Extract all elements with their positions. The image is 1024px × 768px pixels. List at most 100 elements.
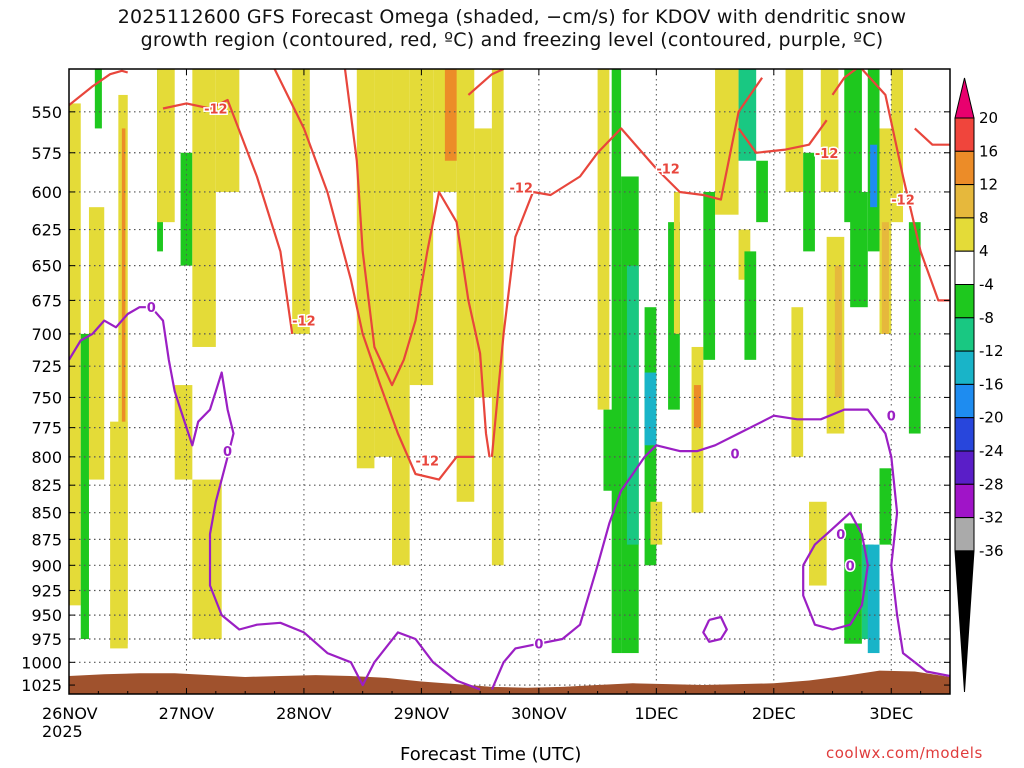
- grid-layer: [69, 69, 950, 694]
- omega-cell: [650, 501, 663, 545]
- x-tick-label: 30NOV: [511, 704, 567, 723]
- y-tick-label: 975: [31, 630, 62, 649]
- omega-cell: [673, 191, 680, 334]
- y-tick-label: 1000: [21, 653, 62, 672]
- omega-cell: [69, 103, 81, 606]
- colorbar-tick-label: 20: [979, 109, 998, 127]
- contour-label: -12: [292, 315, 316, 330]
- dgz-contour-line: [467, 69, 505, 96]
- dgz-contour-line: [737, 119, 828, 154]
- x-tick-label: 1DEC: [634, 704, 678, 723]
- x-tick-label: 28NOV: [276, 704, 332, 723]
- colorbar-tick-label: -36: [979, 542, 1004, 560]
- credit-link[interactable]: coolwx.com/models: [826, 744, 983, 762]
- omega-cell: [611, 69, 622, 654]
- x-tick-label: 3DEC: [869, 704, 913, 723]
- x-tick-label: 29NOV: [394, 704, 450, 723]
- colorbar-bin: [954, 517, 975, 552]
- y-tick-label: 775: [31, 419, 62, 438]
- colorbar-tick-label: -12: [979, 342, 1004, 360]
- omega-cell: [879, 468, 892, 545]
- omega-cell: [870, 144, 878, 208]
- contour-label: -12: [416, 454, 440, 469]
- contour-layer: [69, 69, 950, 691]
- y-tick-label: 675: [31, 291, 62, 310]
- colorbar-tick-label: -16: [979, 375, 1004, 393]
- contour-label: -12: [815, 147, 839, 162]
- colorbar-bin: [954, 284, 975, 319]
- omega-cell: [215, 69, 240, 192]
- colorbar-bin: [954, 217, 975, 252]
- colorbar-bin: [954, 117, 975, 152]
- y-tick-label: 600: [31, 183, 62, 202]
- colorbar-bin: [954, 184, 975, 219]
- y-tick-label: 825: [31, 476, 62, 495]
- colorbar-tick-label: -8: [979, 309, 994, 327]
- omega-cell: [88, 207, 105, 480]
- omega-cell: [374, 69, 393, 457]
- dgz-contour-line: [831, 69, 857, 96]
- chart-title-line-1: 2025112600 GFS Forecast Omega (shaded, −…: [117, 6, 907, 28]
- x-tick-sublabel: 2025: [42, 722, 83, 741]
- omega-cell: [756, 160, 768, 223]
- y-tick-label: 625: [31, 221, 62, 240]
- colorbar-bin: [954, 350, 975, 385]
- omega-cell: [691, 346, 704, 513]
- dgz-contour-line: [69, 69, 129, 106]
- contour-label: -12: [204, 102, 228, 117]
- omega-cell: [867, 544, 880, 654]
- colorbar-tick-label: -4: [979, 276, 994, 294]
- omega-cell: [80, 333, 89, 640]
- colorbar-bin: [954, 250, 975, 285]
- y-axis: 550 575 600 625 650 675 700 725 750 775 800 825 850 8…: [21, 103, 950, 695]
- contour-label: -12: [891, 194, 915, 209]
- contour-label: 0: [887, 410, 896, 425]
- colorbar-bin: [954, 383, 975, 419]
- omega-cell: [474, 128, 492, 398]
- omega-cell: [603, 409, 616, 491]
- omega-cell: [809, 501, 827, 586]
- contour-label: 0: [223, 445, 232, 460]
- y-tick-label: 800: [31, 448, 62, 467]
- colorbar-bottom-triangle: [954, 550, 975, 693]
- omega-cell: [174, 385, 193, 480]
- freezing-level-loop: [702, 615, 728, 643]
- dgz-contour-line: [490, 77, 764, 458]
- omega-cell: [192, 69, 216, 347]
- dgz-contour-line: [162, 98, 294, 335]
- colorbar-tick-label: 16: [979, 142, 998, 160]
- colorbar-bin: [954, 417, 975, 452]
- omega-shading-layer: [69, 69, 921, 654]
- omega-cell: [908, 222, 921, 434]
- y-tick-label: 700: [31, 325, 62, 344]
- chart-title-line-2: growth region (contoured, red, ºC) and f…: [140, 29, 884, 51]
- omega-cell: [803, 152, 815, 252]
- dgz-contour-line: [343, 69, 491, 458]
- omega-cell: [94, 69, 102, 129]
- omega-cell: [121, 128, 126, 606]
- x-tick-label: 2DEC: [752, 704, 796, 723]
- omega-cell: [157, 69, 175, 223]
- omega-cell: [626, 265, 639, 545]
- colorbar-bin: [954, 483, 975, 519]
- colorbar-bin: [954, 150, 975, 186]
- y-tick-label: 850: [31, 504, 62, 523]
- omega-cell: [110, 421, 128, 649]
- omega-cell: [597, 69, 610, 410]
- chart-title: 2025112600 GFS Forecast Omega (shaded, −…: [0, 6, 1024, 52]
- colorbar-tick-label: -24: [979, 442, 1004, 460]
- contour-label: 0: [147, 301, 156, 316]
- y-tick-label: 900: [31, 556, 62, 575]
- colorbar-tick-label: 4: [979, 242, 989, 260]
- contour-label: -12: [509, 181, 533, 196]
- contour-label: 0: [836, 528, 845, 543]
- contour-label: 0: [534, 638, 543, 653]
- terrain-fill: [69, 670, 950, 694]
- omega-cell: [192, 479, 222, 640]
- terrain-layer: [69, 670, 950, 694]
- omega-cell: [785, 69, 804, 192]
- colorbar-tick-label: 12: [979, 176, 998, 194]
- y-tick-label: 650: [31, 257, 62, 276]
